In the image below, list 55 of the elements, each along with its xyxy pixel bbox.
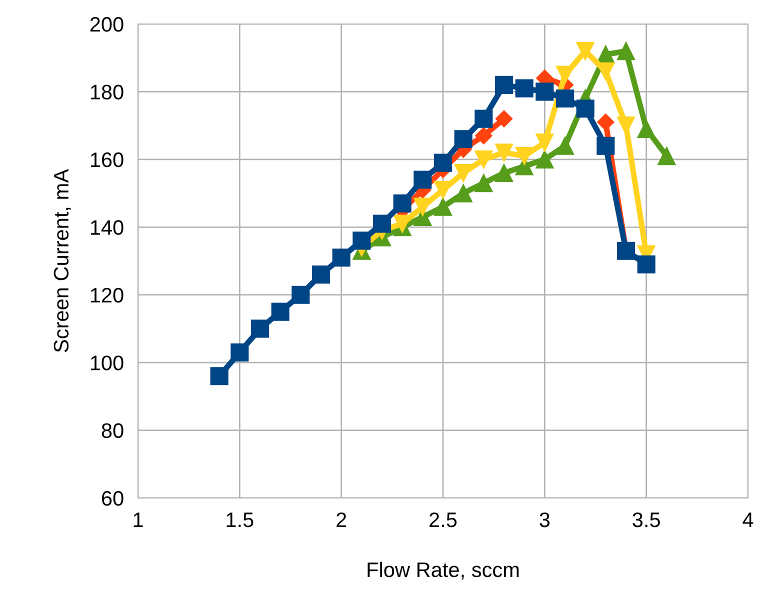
- x-tick-label: 2.5: [430, 512, 457, 528]
- x-tick-label: 2: [336, 512, 346, 527]
- point: [352, 232, 371, 250]
- point: [616, 42, 636, 60]
- point: [495, 110, 513, 128]
- point: [474, 174, 493, 192]
- point: [454, 164, 472, 182]
- y-tick-label: 120: [90, 288, 124, 303]
- point: [475, 127, 492, 144]
- point: [494, 76, 514, 94]
- point: [576, 42, 594, 60]
- point: [454, 184, 472, 202]
- point: [536, 82, 554, 101]
- point: [372, 214, 392, 233]
- point: [515, 147, 534, 166]
- point: [474, 150, 493, 168]
- point: [332, 248, 350, 267]
- x-tick-label: 3: [540, 512, 550, 528]
- x-tick-label: 3.5: [632, 512, 660, 528]
- point: [658, 147, 676, 166]
- y-tick-label: 60: [102, 491, 124, 506]
- point: [597, 114, 614, 131]
- y-tick-label: 200: [90, 17, 124, 32]
- y-axis-title: Screen Current, mA: [54, 168, 72, 352]
- point: [312, 266, 330, 284]
- point: [210, 367, 228, 386]
- y-tick-label: 160: [90, 152, 124, 168]
- point: [434, 154, 452, 172]
- point: [536, 133, 554, 152]
- point: [596, 136, 615, 155]
- point: [494, 144, 514, 162]
- point: [393, 194, 412, 212]
- point: [414, 170, 432, 189]
- point: [556, 89, 574, 108]
- point: [474, 110, 493, 128]
- point: [515, 79, 534, 98]
- y-tick-label: 180: [90, 84, 124, 100]
- point: [292, 286, 310, 304]
- point: [250, 320, 270, 338]
- y-tick-label: 140: [90, 220, 124, 235]
- x-tick-label: 1: [134, 512, 143, 527]
- point: [454, 130, 472, 148]
- point: [230, 343, 249, 362]
- point: [271, 302, 290, 321]
- x-axis-title: Flow Rate, sccm: [368, 562, 519, 580]
- point: [576, 100, 594, 118]
- point: [556, 136, 574, 155]
- point: [434, 198, 452, 216]
- point: [536, 150, 554, 168]
- point: [637, 120, 656, 138]
- y-tick-label: 80: [102, 423, 124, 438]
- y-tick-label: 100: [90, 356, 124, 370]
- x-tick-label: 4: [742, 512, 754, 527]
- x-tick-label: 1.5: [226, 512, 254, 528]
- point: [494, 164, 514, 182]
